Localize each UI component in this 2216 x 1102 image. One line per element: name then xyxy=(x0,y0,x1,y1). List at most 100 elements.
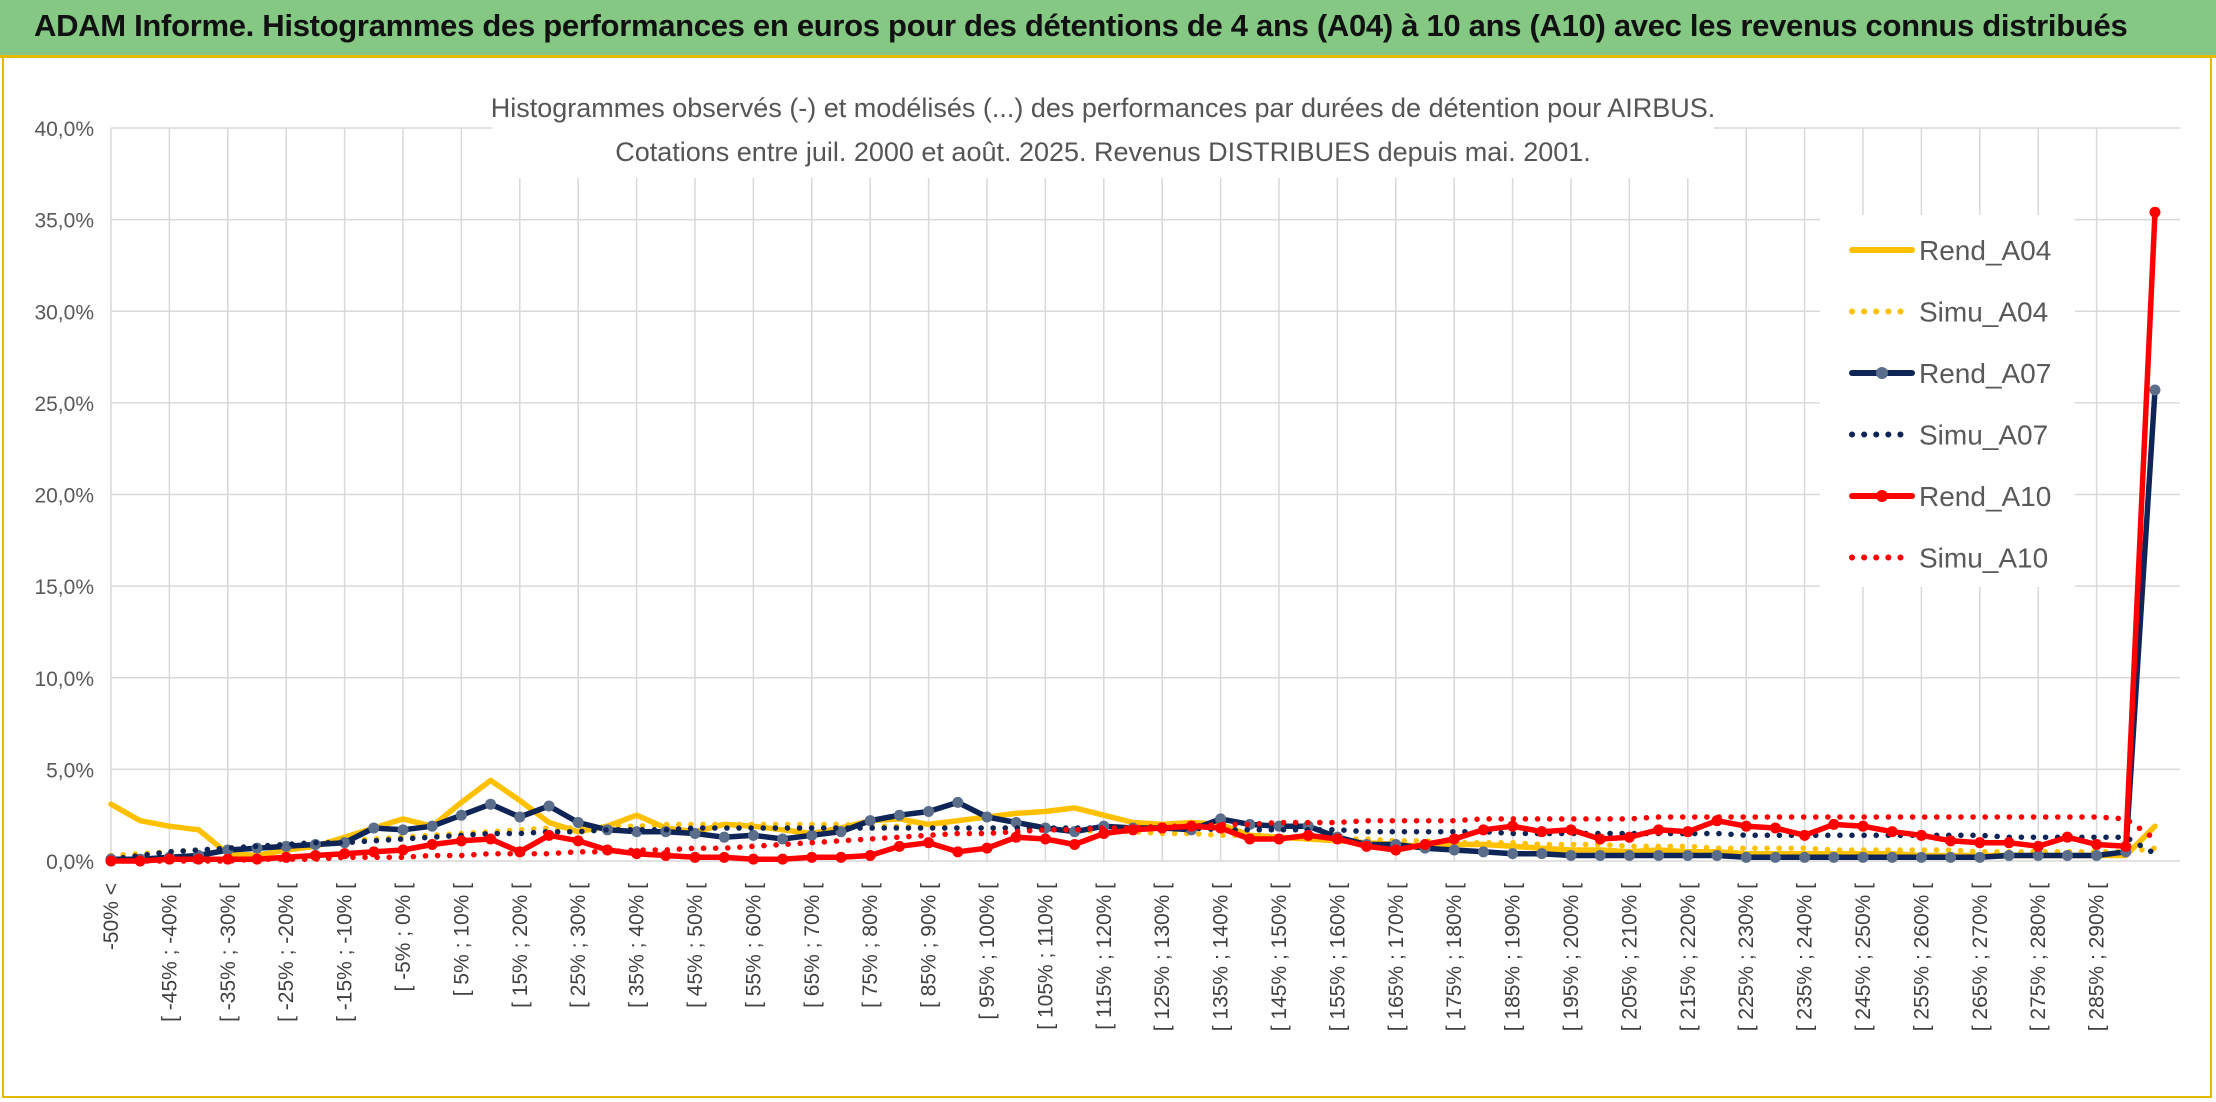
chart-title: Histogrammes observés (-) et modélisés (… xyxy=(491,93,1716,123)
legend-label-rend-a04: Rend_A04 xyxy=(1919,235,2051,266)
x-tick-label: -50% < xyxy=(100,883,123,950)
data-point-rend-a07 xyxy=(572,817,584,829)
data-point-rend-a10 xyxy=(2032,840,2044,852)
legend-background xyxy=(1820,215,2075,587)
y-axis: 0,0% 5,0% 10,0% 15,0% 20,0% 25,0% 30,0% 35,0% 40… xyxy=(34,118,94,874)
x-tick-label: [ 155% ; 160% [ xyxy=(1326,883,1349,1031)
data-point-rend-a07 xyxy=(1974,851,1986,863)
data-point-rend-a07 xyxy=(1945,851,1957,863)
data-point-rend-a07 xyxy=(777,833,789,845)
data-point-rend-a10 xyxy=(1653,824,1665,836)
data-point-rend-a07 xyxy=(2149,384,2161,396)
x-tick-label: [ 105% ; 110% [ xyxy=(1034,883,1057,1030)
chart-subtitle: Cotations entre juil. 2000 et août. 2025… xyxy=(615,137,1591,167)
data-point-rend-a10 xyxy=(2091,839,2103,851)
data-point-rend-a10 xyxy=(777,853,789,865)
series-line-simu-a04 xyxy=(108,821,2158,859)
data-point-rend-a07 xyxy=(1507,848,1519,860)
y-tick-label: 10,0% xyxy=(34,668,94,691)
x-tick-label: [ 235% ; 240% [ xyxy=(1794,883,1817,1031)
data-point-rend-a10 xyxy=(1623,831,1635,843)
x-tick-label: [ -45% ; -40% [ xyxy=(158,883,181,1022)
data-point-rend-a10 xyxy=(1769,822,1781,834)
data-point-rend-a10 xyxy=(2003,837,2015,849)
data-point-rend-a07 xyxy=(543,800,555,812)
data-point-rend-a10 xyxy=(1594,833,1606,845)
data-point-rend-a10 xyxy=(1273,833,1285,845)
x-tick-label: [ 65% ; 70% [ xyxy=(801,883,824,1008)
data-point-rend-a10 xyxy=(1331,833,1343,845)
data-point-rend-a07 xyxy=(806,829,818,841)
data-point-rend-a07 xyxy=(397,824,409,836)
data-point-rend-a10 xyxy=(631,848,643,860)
title-background xyxy=(492,80,1714,178)
legend-label-simu-a07: Simu_A07 xyxy=(1919,420,2048,451)
data-point-rend-a10 xyxy=(280,851,292,863)
data-point-rend-a07 xyxy=(952,796,964,808)
data-point-rend-a07 xyxy=(923,806,935,818)
data-point-rend-a10 xyxy=(1244,833,1256,845)
data-point-rend-a10 xyxy=(1010,831,1022,843)
data-point-rend-a10 xyxy=(1477,824,1489,836)
data-point-rend-a10 xyxy=(864,850,876,862)
legend-marker-rend-a07 xyxy=(1876,367,1888,379)
x-tick-label: [ -15% ; -10% [ xyxy=(334,883,357,1022)
legend-label-simu-a10: Simu_A10 xyxy=(1919,543,2048,574)
data-point-rend-a10 xyxy=(923,837,935,849)
data-point-rend-a10 xyxy=(689,851,701,863)
data-point-rend-a07 xyxy=(689,828,701,840)
x-tick-label: [ 285% ; 290% [ xyxy=(2086,883,2109,1031)
data-point-rend-a10 xyxy=(1039,833,1051,845)
data-point-rend-a07 xyxy=(514,811,526,823)
x-tick-label: [ 55% ; 60% [ xyxy=(742,883,765,1008)
data-point-rend-a10 xyxy=(1915,829,1927,841)
series-line-rend-a04 xyxy=(108,777,2158,859)
report-banner: ADAM Informe. Histogrammes des performan… xyxy=(0,0,2216,58)
x-tick-label: [ 145% ; 150% [ xyxy=(1268,883,1291,1031)
legend-label-simu-a04: Simu_A04 xyxy=(1919,297,2048,328)
data-point-rend-a10 xyxy=(718,851,730,863)
data-point-rend-a10 xyxy=(2061,831,2073,843)
x-tick-label: [ 5% ; 10% [ xyxy=(450,883,473,996)
data-point-rend-a07 xyxy=(280,840,292,852)
data-point-rend-a07 xyxy=(1565,850,1577,862)
data-point-rend-a10 xyxy=(426,839,438,851)
report-title: ADAM Informe. Histogrammes des performan… xyxy=(34,8,2128,43)
data-point-rend-a07 xyxy=(426,820,438,832)
data-point-rend-a07 xyxy=(2091,850,2103,862)
data-point-rend-a10 xyxy=(981,842,993,854)
legend: Rend_A04 Simu_A04 Rend_A07 Simu_A07 Rend_A10… xyxy=(1820,215,2075,587)
data-point-rend-a07 xyxy=(1653,850,1665,862)
x-tick-label: [ -5% ; 0% [ xyxy=(392,883,415,992)
data-point-rend-a07 xyxy=(1215,813,1227,825)
data-point-rend-a10 xyxy=(1740,820,1752,832)
data-point-rend-a10 xyxy=(1127,824,1139,836)
data-point-rend-a10 xyxy=(806,851,818,863)
x-tick-label: [ 35% ; 40% [ xyxy=(626,883,649,1008)
series-layer xyxy=(105,206,2161,867)
data-point-rend-a10 xyxy=(1945,835,1957,847)
y-tick-label: 15,0% xyxy=(34,576,94,599)
data-point-rend-a10 xyxy=(835,851,847,863)
x-tick-label: [ 135% ; 140% [ xyxy=(1210,883,1233,1031)
data-point-rend-a10 xyxy=(952,846,964,858)
data-point-rend-a10 xyxy=(455,835,467,847)
data-point-rend-a10 xyxy=(1098,828,1110,840)
data-point-rend-a10 xyxy=(660,850,672,862)
data-point-rend-a07 xyxy=(1857,851,1869,863)
series-line-simu-a10 xyxy=(108,814,2158,864)
x-tick-label: [ 25% ; 30% [ xyxy=(567,883,590,1008)
data-point-rend-a07 xyxy=(368,822,380,834)
data-point-rend-a10 xyxy=(2149,206,2161,218)
data-point-rend-a10 xyxy=(1536,826,1548,838)
data-point-rend-a10 xyxy=(747,853,759,865)
x-tick-label: [ 175% ; 180% [ xyxy=(1443,883,1466,1031)
data-point-rend-a07 xyxy=(981,811,993,823)
x-tick-label: [ 185% ; 190% [ xyxy=(1502,883,1525,1031)
x-tick-label: [ 95% ; 100% [ xyxy=(976,883,999,1020)
data-point-rend-a07 xyxy=(2032,850,2044,862)
legend-label-rend-a10: Rend_A10 xyxy=(1919,481,2051,512)
x-tick-label: [ 265% ; 270% [ xyxy=(1969,883,1992,1031)
x-tick-label: [ 205% ; 210% [ xyxy=(1618,883,1641,1031)
